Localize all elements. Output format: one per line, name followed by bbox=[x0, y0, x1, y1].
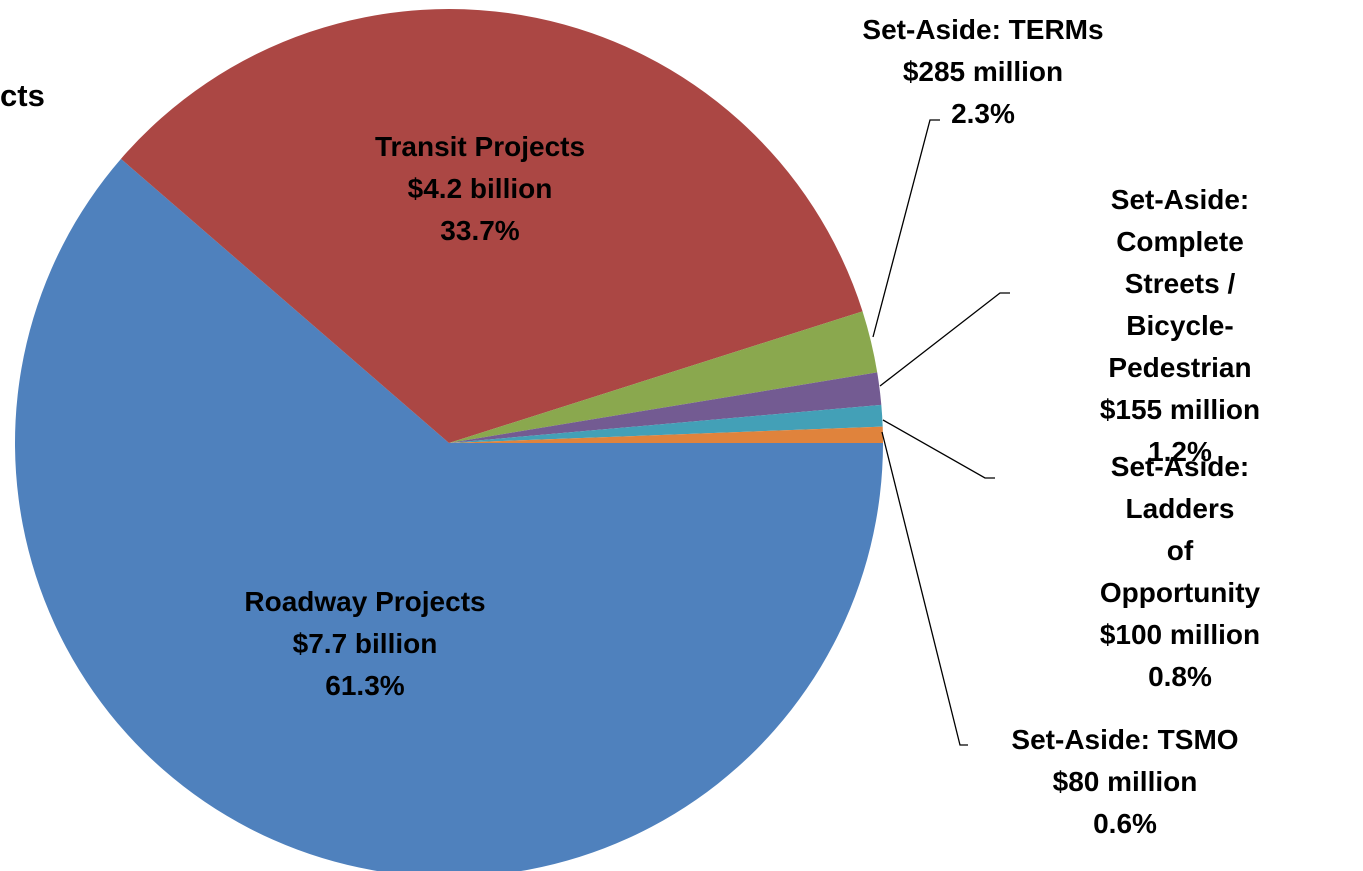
category-label: Set-Aside: TSMO bbox=[1011, 724, 1239, 755]
pie-slice bbox=[449, 311, 878, 443]
pie-slice bbox=[15, 158, 883, 871]
category-label: Transit Projects bbox=[374, 131, 586, 162]
category-label: Set-Aside: Complete Streets / Bicycle-Pe… bbox=[1108, 184, 1252, 383]
percent-label: 2.3% bbox=[951, 98, 1015, 129]
slice-label: Set-Aside: TSMO $80 million 0.6% bbox=[1011, 719, 1238, 845]
amount-label: $100 million bbox=[1099, 619, 1261, 650]
percent-label: 61.3% bbox=[325, 670, 405, 701]
percent-label: 0.8% bbox=[1148, 661, 1212, 692]
pie-slice bbox=[120, 8, 863, 444]
category-label: Roadway Projects bbox=[244, 586, 486, 617]
pie-slice bbox=[449, 426, 883, 443]
slice-label: Set-Aside: TERMs $285 million 2.3% bbox=[862, 9, 1103, 135]
chart-title: cts bbox=[0, 78, 45, 113]
leader-line bbox=[872, 119, 940, 338]
amount-label: $285 million bbox=[902, 56, 1064, 87]
amount-label: $80 million bbox=[1052, 766, 1198, 797]
amount-label: $4.2 billion bbox=[407, 173, 553, 204]
amount-label: $155 million bbox=[1099, 394, 1261, 425]
category-label: Set-Aside: Ladders of Opportunity bbox=[1099, 451, 1261, 608]
percent-label: 1.2% bbox=[1148, 436, 1212, 467]
percent-label: 0.6% bbox=[1093, 808, 1157, 839]
slice-label: Roadway Projects $7.7 billion 61.3% bbox=[244, 581, 485, 707]
slice-label: Set-Aside: Ladders of Opportunity $100 mi… bbox=[1089, 446, 1272, 698]
leader-line bbox=[882, 419, 995, 479]
slice-label: Transit Projects $4.2 billion 33.7% bbox=[375, 126, 585, 252]
leader-line bbox=[881, 431, 968, 746]
pie-slice bbox=[449, 372, 882, 443]
pie-slice bbox=[449, 404, 883, 443]
category-label: Set-Aside: TERMs bbox=[862, 14, 1104, 45]
leader-line bbox=[879, 292, 1010, 387]
amount-label: $7.7 billion bbox=[292, 628, 438, 659]
slice-label: Set-Aside: Complete Streets / Bicycle-Pe… bbox=[1089, 179, 1272, 473]
percent-label: 33.7% bbox=[440, 215, 520, 246]
